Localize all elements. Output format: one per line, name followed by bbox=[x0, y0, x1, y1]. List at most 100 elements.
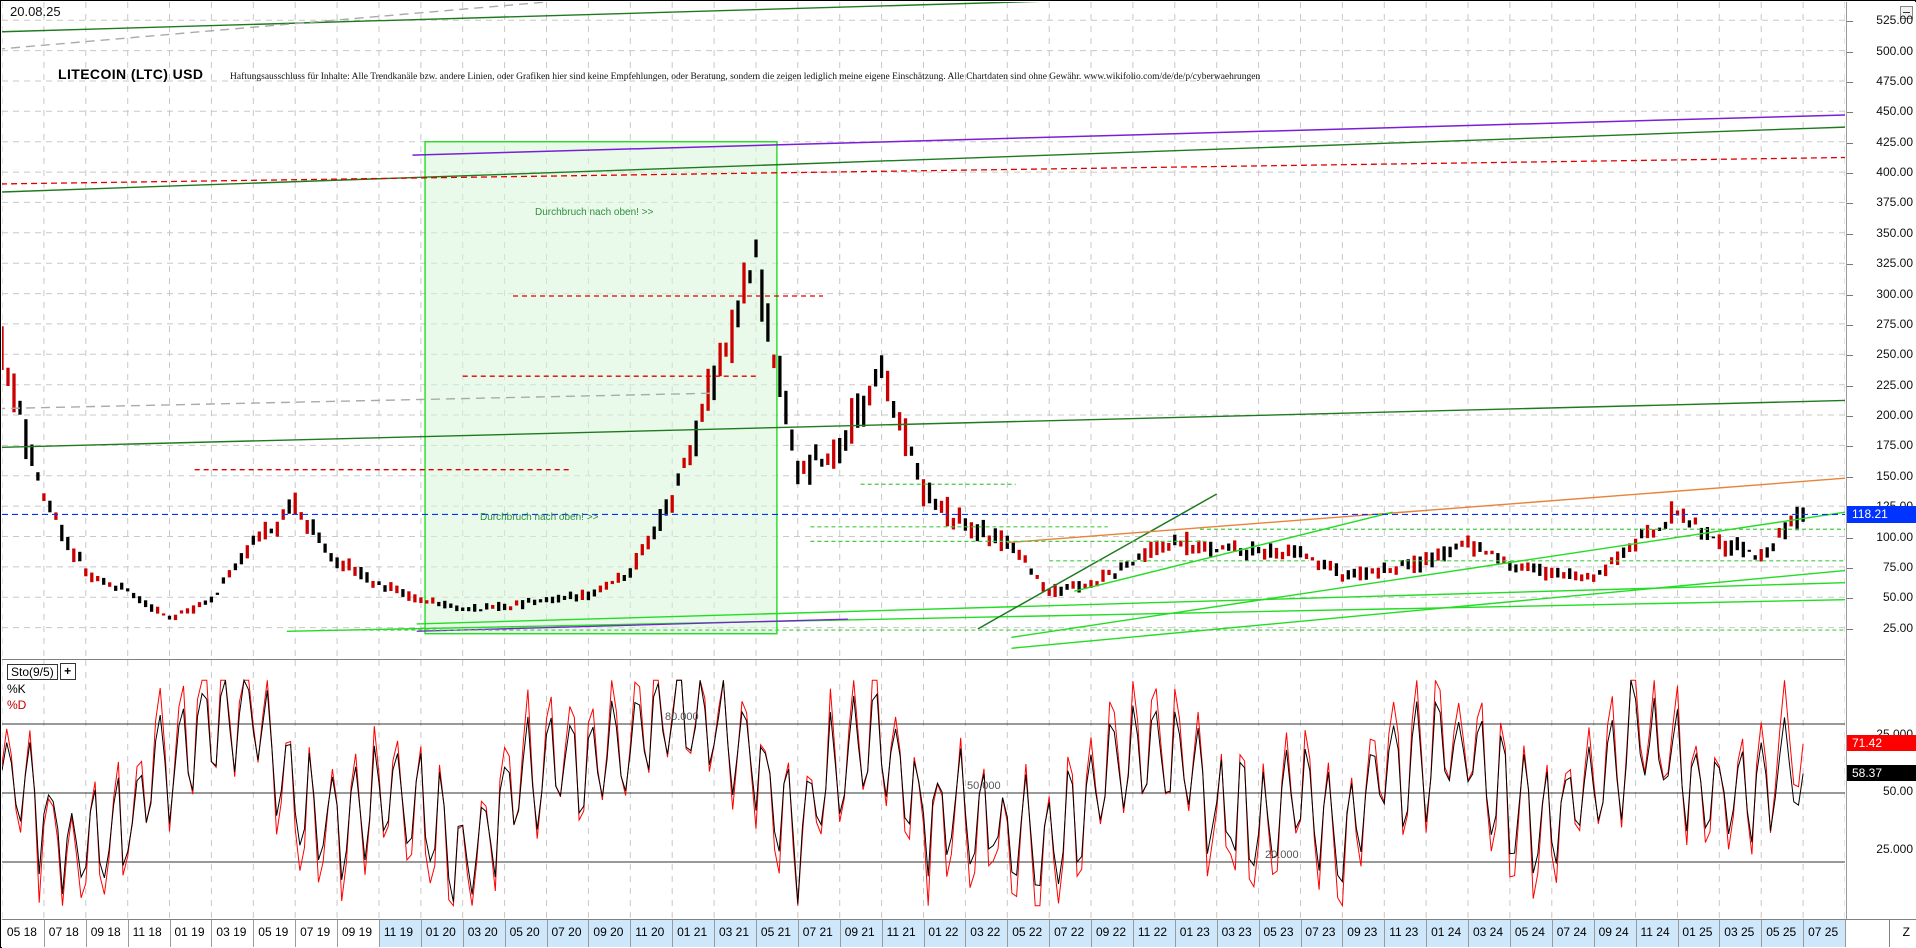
time-axis-divider bbox=[1761, 920, 1763, 947]
time-axis-divider bbox=[672, 920, 674, 947]
price-axis-tick bbox=[1847, 537, 1853, 539]
time-axis-divider bbox=[295, 920, 297, 947]
time-axis-label[interactable]: 07 23 bbox=[1305, 925, 1336, 939]
indicator-tag[interactable]: Sto(9/5) + bbox=[7, 663, 76, 680]
time-axis-divider bbox=[379, 920, 380, 947]
price-axis-tick bbox=[1847, 82, 1853, 83]
price-axis-tick bbox=[1847, 142, 1853, 144]
time-axis-divider bbox=[1342, 920, 1344, 947]
price-axis-tick bbox=[1847, 51, 1853, 53]
time-axis-label[interactable]: 03 25 bbox=[1724, 925, 1755, 939]
time-axis-label[interactable]: 05 24 bbox=[1514, 925, 1545, 939]
indicator-expand-button[interactable]: + bbox=[59, 663, 76, 680]
time-axis-label[interactable]: 09 21 bbox=[844, 925, 875, 939]
time-axis-label[interactable]: 09 22 bbox=[1096, 925, 1127, 939]
time-axis-label[interactable]: 01 20 bbox=[425, 925, 456, 939]
indicator-name[interactable]: Sto(9/5) bbox=[7, 663, 58, 680]
time-axis-label[interactable]: 01 23 bbox=[1179, 925, 1210, 939]
time-axis-label[interactable]: 11 18 bbox=[132, 925, 162, 939]
time-axis-label[interactable]: 01 24 bbox=[1431, 925, 1462, 939]
time-axis-label[interactable]: 11 22 bbox=[1137, 925, 1168, 939]
price-axis-label: 450.00 bbox=[1876, 104, 1913, 119]
price-axis-tick bbox=[1847, 264, 1853, 266]
time-axis-divider bbox=[211, 920, 213, 947]
indicator-level-50: 50.000 bbox=[967, 780, 1001, 792]
time-axis-divider bbox=[1174, 920, 1176, 947]
time-axis-label[interactable]: 09 18 bbox=[90, 925, 121, 939]
stochastic-pane[interactable]: Sto(9/5) + %K %D 80.000 50.000 20.000 bbox=[2, 659, 1845, 920]
time-axis-label[interactable]: 07 21 bbox=[802, 925, 833, 939]
time-axis-divider bbox=[504, 920, 506, 947]
time-axis-label[interactable]: 07 22 bbox=[1054, 925, 1085, 939]
time-axis-label[interactable]: 09 20 bbox=[593, 925, 624, 939]
time-axis-selection[interactable] bbox=[378, 920, 1845, 947]
time-axis-divider bbox=[965, 920, 967, 947]
time-axis-divider bbox=[1635, 920, 1637, 947]
price-axis-label: 375.00 bbox=[1876, 195, 1913, 210]
time-axis-label[interactable]: 05 19 bbox=[258, 925, 289, 939]
time-axis-label[interactable]: 11 24 bbox=[1640, 925, 1670, 939]
price-axis-tick bbox=[1847, 416, 1853, 417]
time-axis-label[interactable]: 07 25 bbox=[1808, 925, 1839, 939]
time-axis-label[interactable]: 07 18 bbox=[48, 925, 79, 939]
price-axis-tick bbox=[1847, 294, 1853, 296]
price-axis-tick bbox=[1847, 355, 1853, 357]
time-axis-label[interactable]: 05 20 bbox=[509, 925, 540, 939]
price-axis-tick bbox=[1847, 21, 1853, 23]
time-axis-label[interactable]: 05 21 bbox=[760, 925, 791, 939]
indicator-level-20: 20.000 bbox=[1265, 849, 1299, 861]
time-axis-divider bbox=[1468, 920, 1469, 947]
time-axis-divider bbox=[127, 920, 129, 947]
price-chart-pane[interactable]: 20.08.25 LITECOIN (LTC) USD Haftungsauss… bbox=[2, 2, 1845, 658]
time-axis-label[interactable]: 09 19 bbox=[342, 925, 373, 939]
time-axis-label[interactable]: 05 22 bbox=[1012, 925, 1043, 939]
time-axis-divider bbox=[1719, 920, 1721, 947]
price-axis[interactable]: 525.00 500.00 475.00 450.00 425.00 400.00 375.… bbox=[1846, 2, 1916, 919]
time-axis-label[interactable]: 03 22 bbox=[970, 925, 1001, 939]
price-series bbox=[2, 2, 1845, 649]
price-axis-label: 75.00 bbox=[1882, 559, 1913, 574]
price-axis-tick bbox=[1847, 567, 1853, 569]
time-axis-label[interactable]: 05 23 bbox=[1263, 925, 1294, 939]
time-axis-separator bbox=[1889, 920, 1890, 947]
time-axis-divider bbox=[588, 920, 590, 947]
time-axis-label[interactable]: 11 23 bbox=[1389, 925, 1419, 939]
time-axis-label[interactable]: 07 19 bbox=[300, 925, 331, 939]
time-axis-label[interactable]: 01 21 bbox=[677, 925, 708, 939]
price-axis-label: 50.00 bbox=[1882, 590, 1913, 605]
time-axis-divider bbox=[462, 920, 464, 947]
page-title: LITECOIN (LTC) USD bbox=[58, 66, 204, 82]
time-axis-label[interactable]: 01 25 bbox=[1682, 925, 1713, 939]
time-axis[interactable]: 05 18 07 18 09 18 11 18 01 19 03 19 05 19 07 19… bbox=[2, 919, 1916, 948]
time-axis-label[interactable]: 11 20 bbox=[635, 925, 665, 939]
time-axis-divider bbox=[253, 920, 255, 947]
time-axis-label[interactable]: 11 21 bbox=[886, 925, 916, 939]
price-axis-tick bbox=[1847, 203, 1853, 205]
stochastic-axis-label: 25.000 bbox=[1876, 841, 1913, 856]
time-axis-label[interactable]: 01 22 bbox=[928, 925, 959, 939]
date-stamp: 20.08.25 bbox=[10, 4, 61, 19]
time-axis-label[interactable]: 07 20 bbox=[551, 925, 582, 939]
time-axis-label[interactable]: 03 21 bbox=[719, 925, 750, 939]
time-axis-label[interactable]: 03 23 bbox=[1221, 925, 1252, 939]
time-axis-label[interactable]: 11 19 bbox=[383, 925, 414, 939]
collapse-icon[interactable] bbox=[1900, 6, 1913, 19]
time-axis-label[interactable]: 05 25 bbox=[1766, 925, 1797, 939]
time-axis-label[interactable]: 09 23 bbox=[1347, 925, 1378, 939]
stochastic-d-badge: 58.37 bbox=[1847, 764, 1916, 781]
price-axis-tick bbox=[1847, 476, 1853, 478]
time-axis-divider bbox=[1300, 920, 1302, 947]
time-axis-label[interactable]: 01 19 bbox=[174, 925, 205, 939]
time-axis-label[interactable]: 07 24 bbox=[1556, 925, 1587, 939]
time-axis-label[interactable]: 09 24 bbox=[1598, 925, 1629, 939]
indicator-level-80: 80.000 bbox=[665, 711, 699, 723]
time-axis-label[interactable]: 05 18 bbox=[6, 925, 37, 939]
zoom-button[interactable]: Z bbox=[1902, 925, 1910, 939]
time-axis-divider bbox=[1426, 920, 1428, 947]
time-axis-label[interactable]: 03 19 bbox=[216, 925, 247, 939]
price-axis-label: 25.00 bbox=[1882, 620, 1913, 635]
time-axis-label[interactable]: 03 24 bbox=[1473, 925, 1504, 939]
annotation-breakout-upper: Durchbruch nach oben! >> bbox=[535, 207, 654, 218]
time-axis-label[interactable]: 03 20 bbox=[467, 925, 498, 939]
